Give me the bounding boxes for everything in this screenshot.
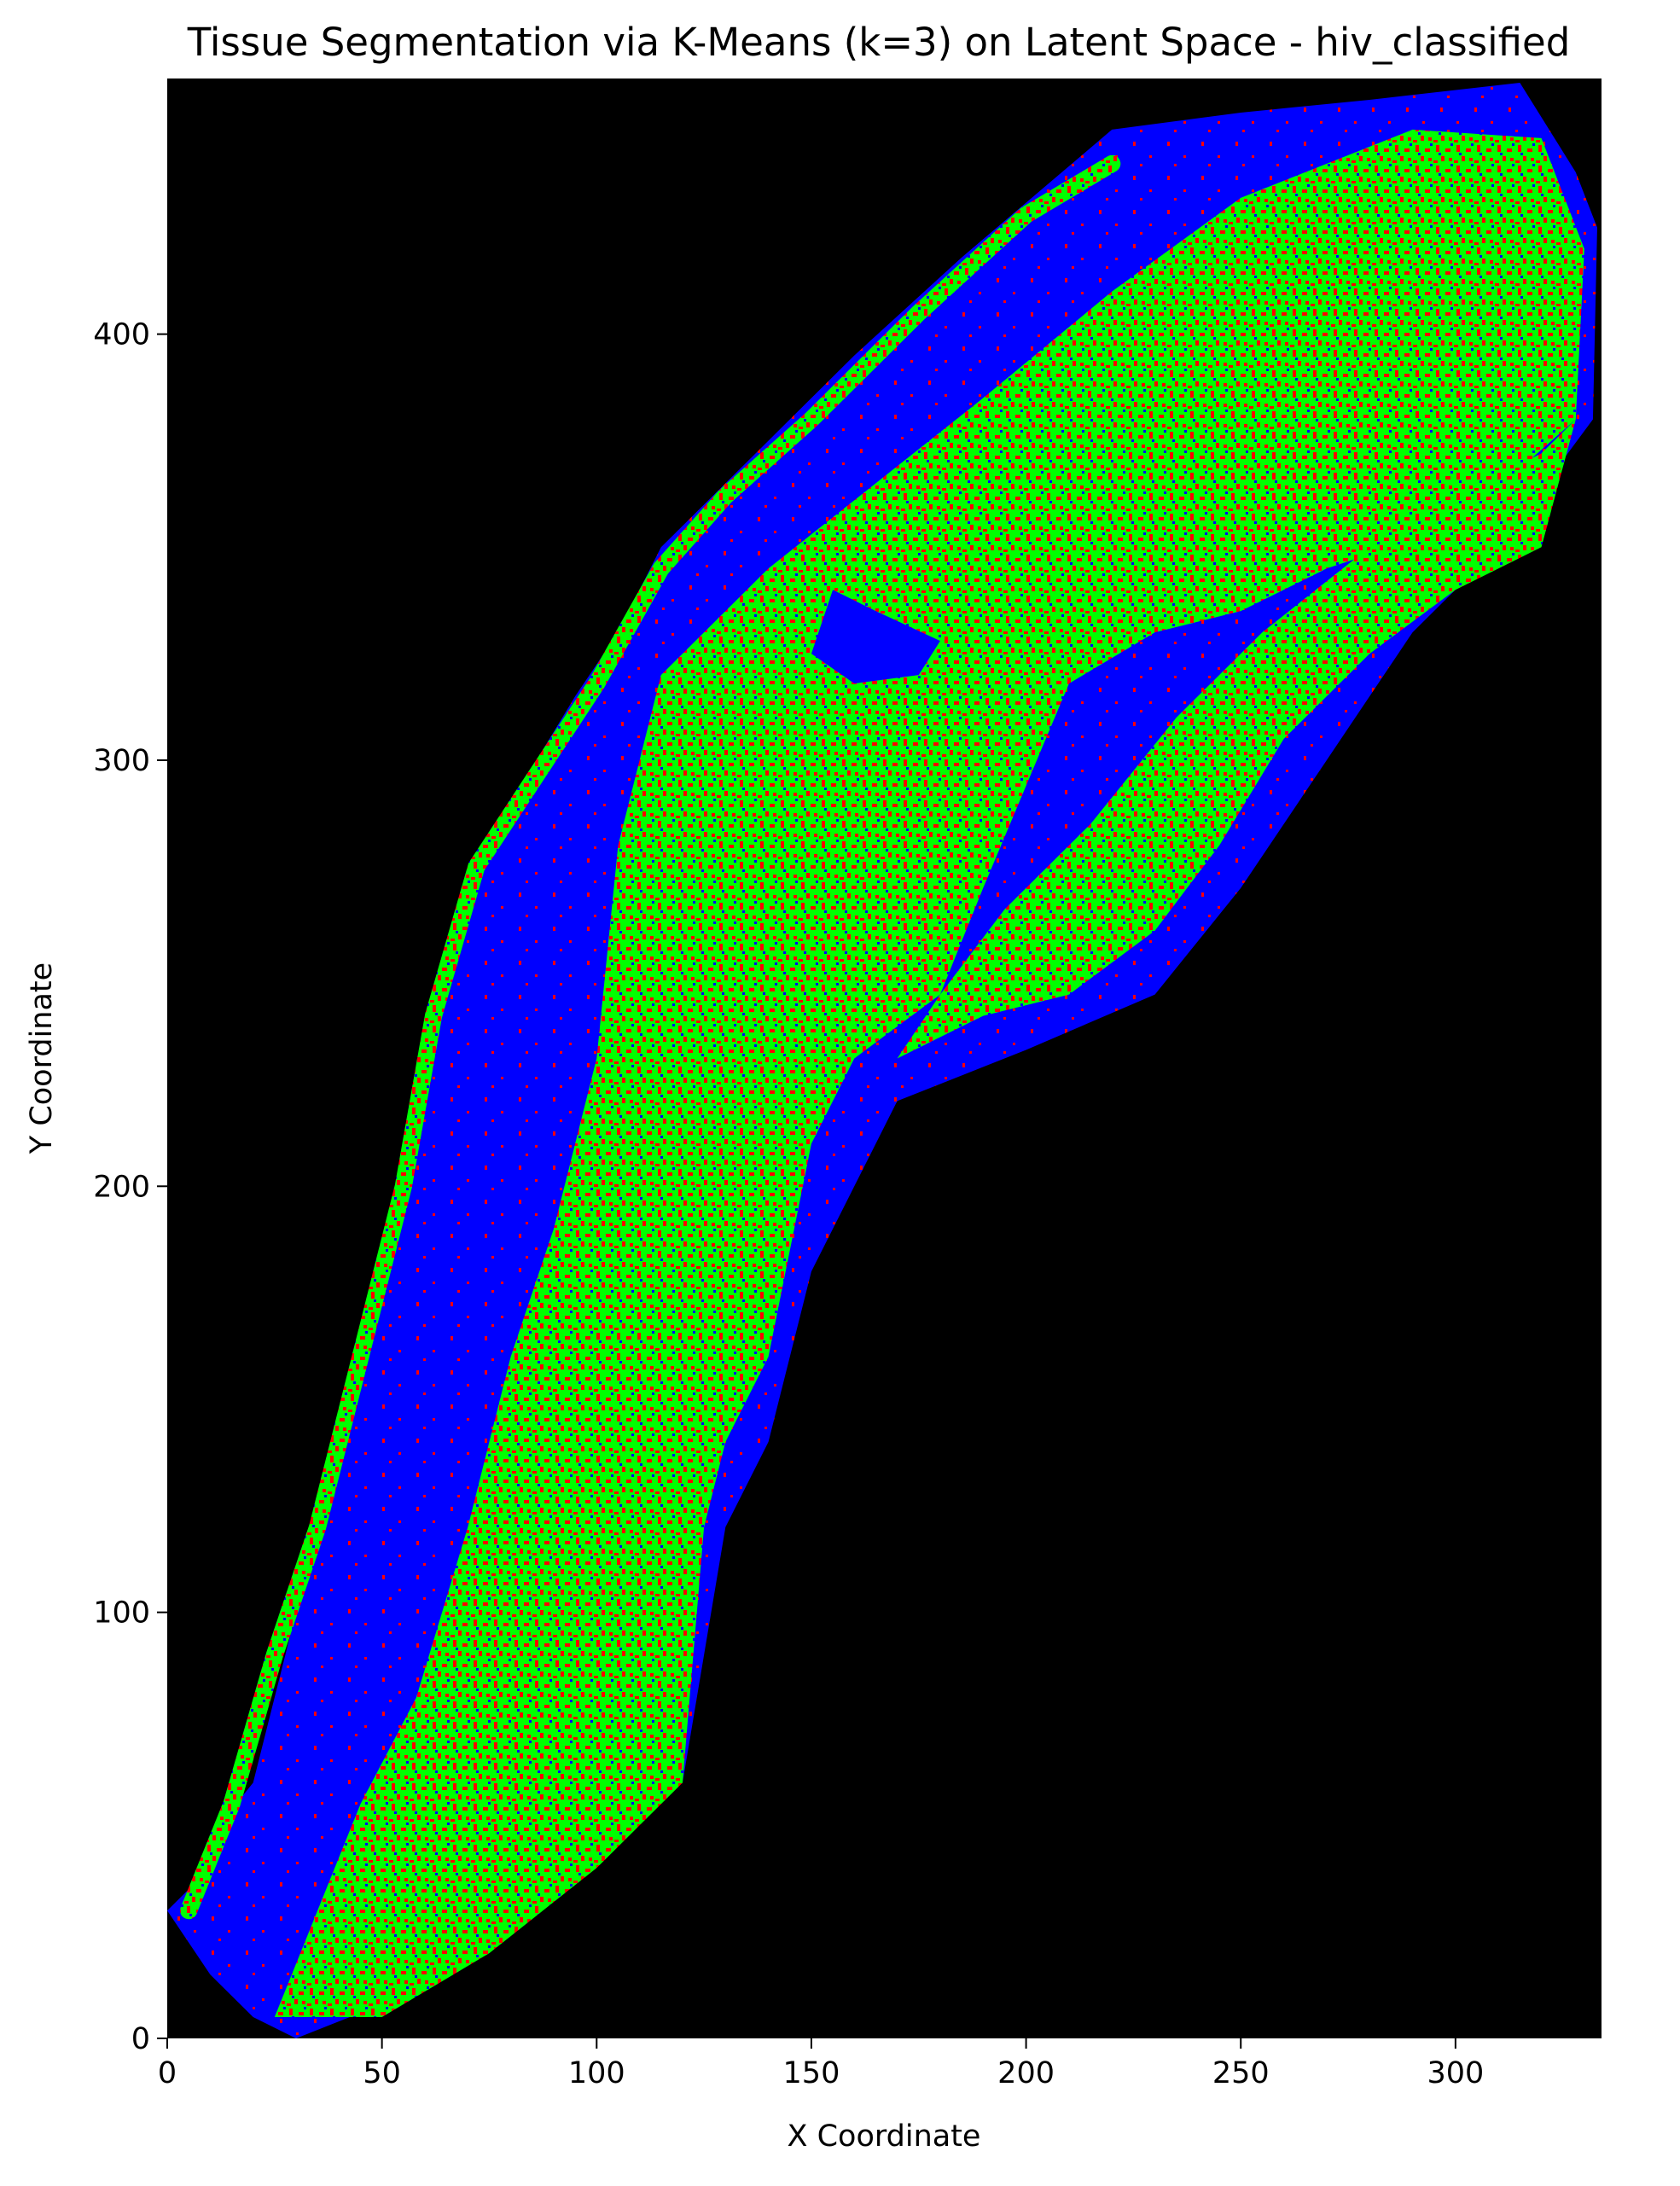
y-tick-label: 100 bbox=[93, 1596, 150, 1631]
y-axis-ticks: 0 100 200 300 400 bbox=[93, 318, 167, 2056]
x-tick-label: 100 bbox=[568, 2056, 625, 2090]
x-tick-label: 250 bbox=[1212, 2056, 1270, 2090]
region-blue-pocket bbox=[811, 590, 940, 684]
region-outer-green-rim bbox=[180, 154, 1121, 1920]
segmentation-regions bbox=[167, 82, 1597, 2038]
x-tick-label: 300 bbox=[1427, 2056, 1484, 2090]
x-tick-label: 50 bbox=[363, 2056, 401, 2090]
y-tick-label: 200 bbox=[93, 1170, 150, 1204]
x-tick-label: 200 bbox=[997, 2056, 1055, 2090]
chart-title: Tissue Segmentation via K-Means (k=3) on… bbox=[187, 20, 1571, 65]
x-axis-label: X Coordinate bbox=[788, 2119, 981, 2154]
x-tick-label: 0 bbox=[158, 2056, 177, 2090]
y-axis-label: Y Coordinate bbox=[25, 962, 59, 1154]
region-right-green-band bbox=[897, 419, 1576, 1059]
y-tick-label: 0 bbox=[131, 2022, 150, 2056]
region-inner-green-band bbox=[274, 129, 1584, 2018]
y-tick-label: 300 bbox=[93, 744, 150, 778]
y-tick-label: 400 bbox=[93, 318, 150, 352]
x-tick-label: 150 bbox=[783, 2056, 840, 2090]
x-axis-ticks: 0 50 100 150 200 250 300 bbox=[158, 2038, 1484, 2090]
